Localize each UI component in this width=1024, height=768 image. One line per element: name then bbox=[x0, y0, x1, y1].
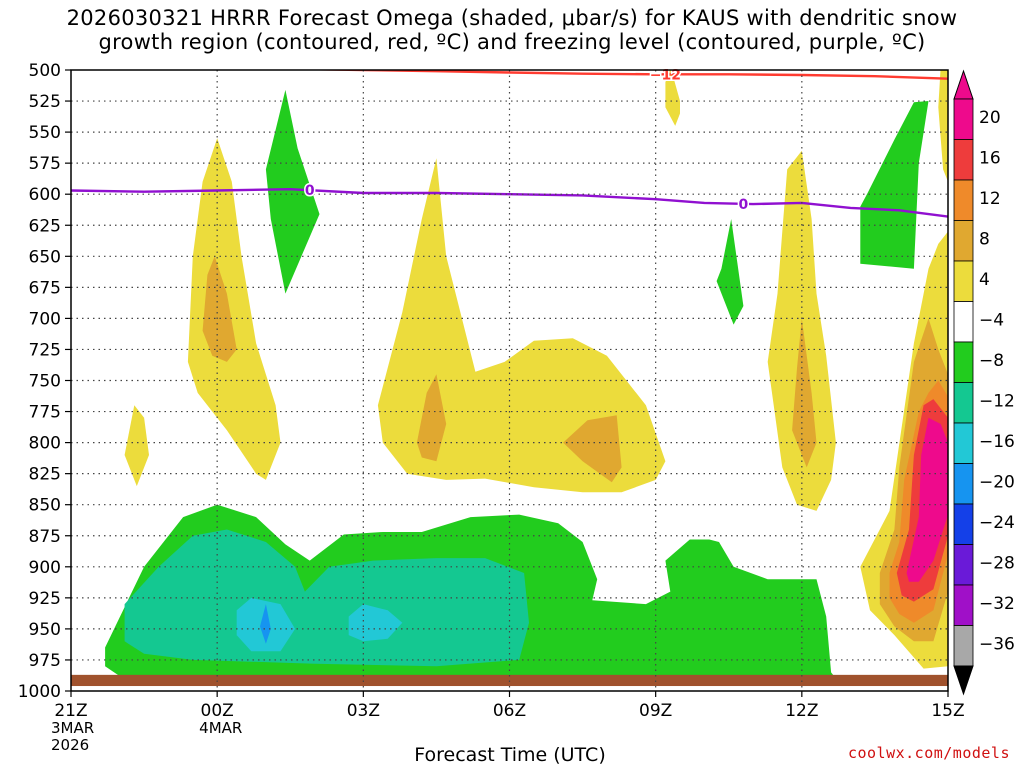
y-tick-650: 650 bbox=[29, 247, 61, 267]
colorbar-swatch-4 bbox=[953, 220, 974, 262]
y-tick-525: 525 bbox=[29, 92, 61, 112]
colorbar-label-2: 16 bbox=[979, 149, 1001, 169]
y-tick-625: 625 bbox=[29, 216, 61, 236]
colorbar-label-7: −8 bbox=[979, 351, 1004, 371]
omega-region-17 bbox=[563, 415, 622, 483]
y-tick-675: 675 bbox=[29, 278, 61, 298]
colorbar-label-1: 20 bbox=[979, 108, 1001, 128]
colorbar-swatch-14 bbox=[953, 625, 974, 667]
y-tick-550: 550 bbox=[29, 123, 61, 143]
y-tick-725: 725 bbox=[29, 340, 61, 360]
omega-region-10 bbox=[124, 405, 149, 487]
x-tick-0-line-2: 3MAR bbox=[51, 719, 94, 737]
shaded-regions bbox=[71, 70, 948, 687]
x-tick-6-line-1: 03Z bbox=[347, 701, 380, 721]
colorbar-swatch-6 bbox=[953, 301, 974, 343]
omega-region-7 bbox=[348, 604, 403, 642]
credit-text: coolwx.com/models bbox=[847, 744, 1010, 762]
y-tick-575: 575 bbox=[29, 154, 61, 174]
chart-title-line1: 2026030321 HRRR Forecast Omega (shaded, … bbox=[66, 6, 958, 30]
x-tick-15-line-1: 12Z bbox=[785, 701, 818, 721]
x-tick-0-line-3: 2026 bbox=[51, 736, 89, 754]
colorbar-swatch-7 bbox=[953, 341, 974, 383]
colorbar-label-4: 8 bbox=[979, 230, 990, 250]
y-tick-775: 775 bbox=[29, 403, 61, 423]
colorbar-label-6: −4 bbox=[979, 311, 1004, 331]
colorbar-swatch-11 bbox=[953, 503, 974, 545]
colorbar-label-11: −24 bbox=[979, 513, 1015, 533]
x-tick-18-line-1: 15Z bbox=[931, 701, 964, 721]
omega-region-18 bbox=[792, 318, 817, 468]
x-tick-12-line-1: 09Z bbox=[639, 701, 672, 721]
colorbar-label-3: 12 bbox=[979, 189, 1001, 209]
colorbar-swatch-13 bbox=[953, 584, 974, 626]
colorbar-label-14: −36 bbox=[979, 635, 1015, 655]
freezing-level-contour-label-2: 0 bbox=[738, 197, 748, 213]
colorbar-swatch-9 bbox=[953, 422, 974, 464]
colorbar-label-9: −16 bbox=[979, 432, 1015, 452]
colorbar-top-arrow bbox=[953, 69, 974, 100]
colorbar-label-13: −32 bbox=[979, 594, 1015, 614]
colorbar-label-12: −28 bbox=[979, 554, 1015, 574]
y-tick-700: 700 bbox=[29, 309, 61, 329]
y-tick-500: 500 bbox=[29, 61, 61, 81]
freezing-level-contour-label-1: 0 bbox=[305, 183, 315, 199]
x-tick-3-line-2: 4MAR bbox=[199, 719, 242, 737]
omega-region-22 bbox=[906, 417, 948, 582]
colorbar-label-5: 4 bbox=[979, 270, 990, 290]
colorbar-swatch-8 bbox=[953, 382, 974, 424]
x-tick-0-line-1: 21Z bbox=[54, 701, 87, 721]
y-tick-600: 600 bbox=[29, 185, 61, 205]
omega-region-3 bbox=[716, 219, 744, 325]
x-tick-3-line-1: 00Z bbox=[201, 701, 234, 721]
y-tick-750: 750 bbox=[29, 372, 61, 392]
colorbar-swatch-10 bbox=[953, 463, 974, 505]
colorbar-bottom-arrow bbox=[953, 665, 974, 696]
surface-band bbox=[71, 674, 948, 687]
colorbar-label-8: −12 bbox=[979, 392, 1015, 412]
y-tick-925: 925 bbox=[29, 589, 61, 609]
omega-region-8 bbox=[260, 604, 271, 644]
omega-region-16 bbox=[416, 374, 447, 462]
colorbar-swatch-1 bbox=[953, 98, 974, 140]
x-axis-label: Forecast Time (UTC) bbox=[414, 744, 606, 766]
colorbar-swatch-12 bbox=[953, 544, 974, 586]
colorbar-swatch-2 bbox=[953, 139, 974, 181]
omega-region-12 bbox=[665, 70, 680, 126]
chart-title: 2026030321 HRRR Forecast Omega (shaded, … bbox=[0, 6, 1024, 54]
omega-region-11 bbox=[377, 158, 666, 493]
chart-title-line2: growth region (contoured, red, ºC) and f… bbox=[98, 30, 926, 54]
y-tick-900: 900 bbox=[29, 558, 61, 578]
y-tick-800: 800 bbox=[29, 434, 61, 454]
x-tick-9-line-1: 06Z bbox=[493, 701, 526, 721]
omega-region-15 bbox=[202, 256, 237, 362]
omega-region-4 bbox=[860, 101, 929, 269]
dgz-contour bbox=[290, 70, 948, 80]
y-tick-975: 975 bbox=[29, 651, 61, 671]
y-tick-875: 875 bbox=[29, 527, 61, 547]
y-tick-950: 950 bbox=[29, 620, 61, 640]
omega-region-2 bbox=[265, 89, 320, 294]
omega-region-5 bbox=[124, 529, 529, 667]
y-tick-825: 825 bbox=[29, 465, 61, 485]
colorbar-swatch-3 bbox=[953, 179, 974, 221]
y-tick-1000: 1000 bbox=[18, 682, 61, 702]
omega-region-9 bbox=[187, 138, 281, 480]
y-tick-850: 850 bbox=[29, 496, 61, 516]
colorbar-swatch-5 bbox=[953, 260, 974, 302]
colorbar-label-10: −20 bbox=[979, 473, 1015, 493]
freezing-level-contour bbox=[71, 187, 948, 218]
